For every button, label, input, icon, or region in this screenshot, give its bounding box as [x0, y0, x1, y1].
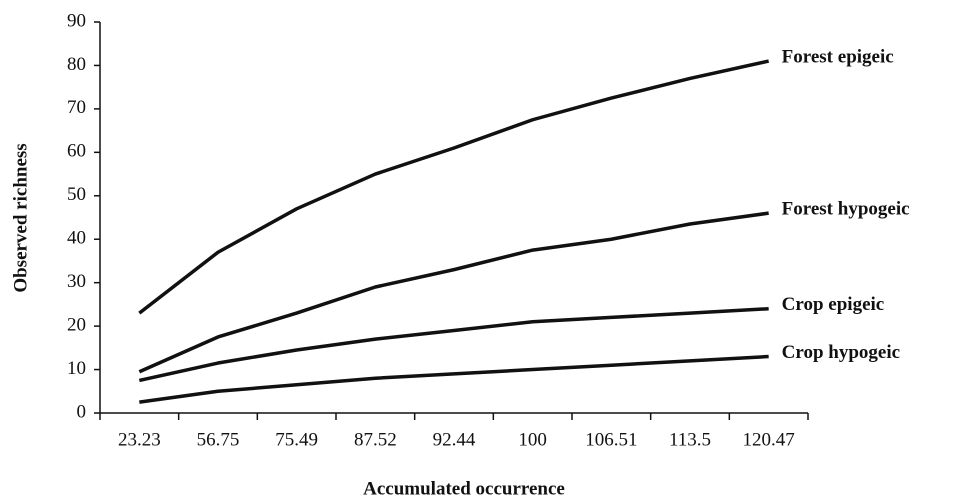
x-tick-label: 56.75 — [197, 429, 240, 450]
x-axis-title: Accumulated occurrence — [363, 478, 565, 499]
series-line — [139, 354, 769, 404]
series-label: Crop epigeic — [782, 294, 885, 315]
y-tick-label: 70 — [67, 97, 86, 118]
x-tick-label: 113.5 — [669, 429, 711, 450]
x-tick-label: 92.44 — [433, 429, 476, 450]
series-line — [138, 211, 769, 374]
x-tick-label: 106.51 — [585, 429, 637, 450]
y-tick-label: 50 — [67, 184, 86, 205]
y-tick-label: 90 — [67, 10, 86, 31]
y-tick-label: 60 — [67, 141, 86, 162]
y-tick-label: 10 — [67, 358, 86, 379]
y-tick-label: 80 — [67, 54, 86, 75]
y-tick-label: 40 — [67, 228, 86, 249]
y-tick-label: 0 — [77, 401, 87, 422]
y-axis-title: Observed richness — [10, 143, 31, 292]
series-label: Forest epigeic — [782, 46, 894, 67]
x-tick-label: 23.23 — [118, 429, 161, 450]
series-line — [138, 59, 770, 315]
x-tick-label: 120.47 — [743, 429, 795, 450]
x-tick-label: 75.49 — [275, 429, 318, 450]
y-tick-label: 20 — [67, 314, 86, 335]
y-tick-label: 30 — [67, 271, 86, 292]
x-tick-label: 100 — [518, 429, 547, 450]
x-tick-label: 87.52 — [354, 429, 397, 450]
series-label: Forest hypogeic — [782, 199, 910, 220]
series-line — [138, 306, 769, 383]
series-label: Crop hypogeic — [782, 342, 900, 363]
